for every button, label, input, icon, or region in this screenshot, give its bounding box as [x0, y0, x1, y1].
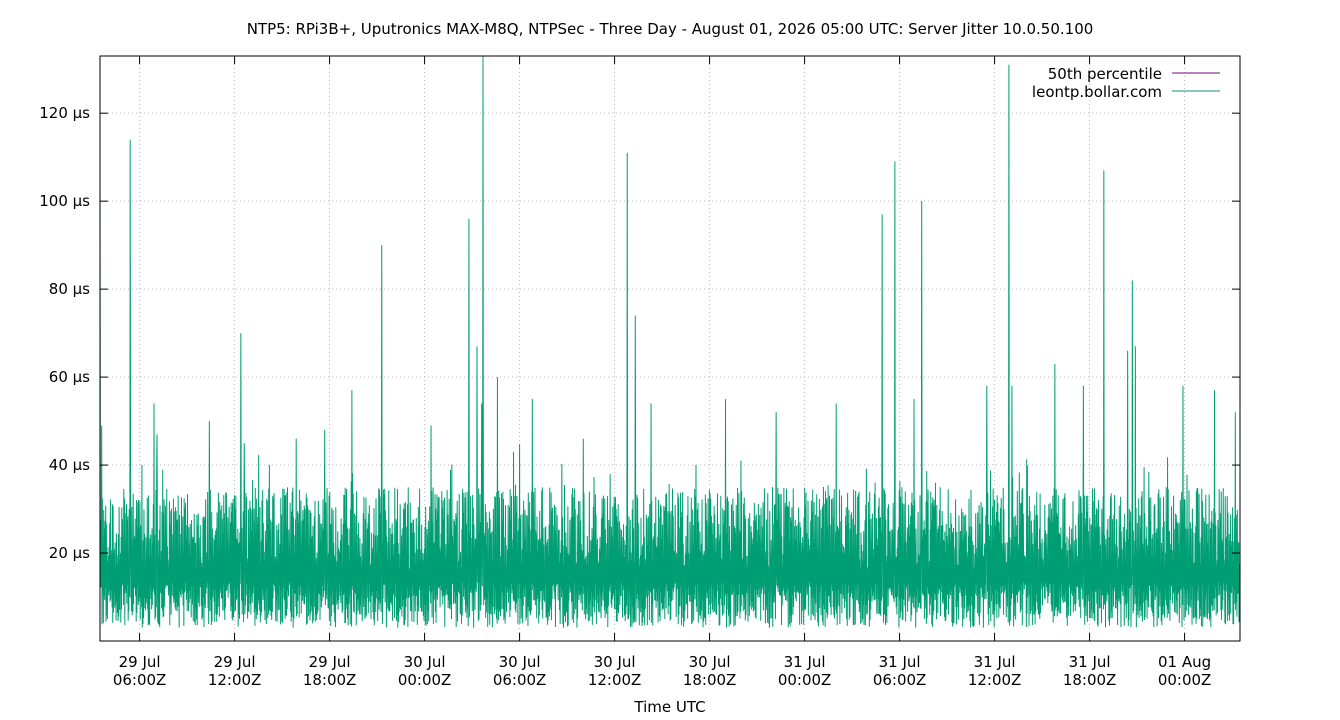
x-tick-label-time: 00:00Z — [1158, 671, 1212, 689]
legend-label-leontp: leontp.bollar.com — [1032, 83, 1162, 101]
x-tick-label-date: 31 Jul — [974, 653, 1016, 671]
x-tick-label-time: 18:00Z — [683, 671, 737, 689]
x-tick-label-date: 30 Jul — [594, 653, 636, 671]
legend: 50th percentile leontp.bollar.com — [1032, 65, 1220, 101]
y-axis: 20 µs 40 µs 60 µs 80 µs 100 µs 120 µs — [39, 104, 1240, 562]
x-axis-label: Time UTC — [633, 698, 705, 716]
x-tick-label-date: 30 Jul — [689, 653, 731, 671]
x-tick-label-date: 29 Jul — [119, 653, 161, 671]
x-tick-label-time: 00:00Z — [778, 671, 832, 689]
x-tick-label-time: 18:00Z — [303, 671, 357, 689]
x-tick-label-time: 12:00Z — [588, 671, 642, 689]
x-tick-label-date: 30 Jul — [404, 653, 446, 671]
legend-label-50th-percentile: 50th percentile — [1048, 65, 1162, 83]
x-tick-label-date: 31 Jul — [1069, 653, 1111, 671]
x-tick-label-time: 06:00Z — [113, 671, 167, 689]
y-tick-label: 40 µs — [49, 456, 90, 474]
gridlines — [100, 56, 1240, 641]
x-tick-label-time: 06:00Z — [493, 671, 547, 689]
y-tick-label: 80 µs — [49, 280, 90, 298]
x-tick-label-time: 06:00Z — [873, 671, 927, 689]
y-tick-label: 20 µs — [49, 544, 90, 562]
x-tick-label-time: 00:00Z — [398, 671, 452, 689]
x-tick-label-time: 12:00Z — [968, 671, 1022, 689]
x-tick-label-date: 30 Jul — [499, 653, 541, 671]
x-tick-label-time: 12:00Z — [208, 671, 262, 689]
x-tick-label-date: 29 Jul — [309, 653, 351, 671]
x-tick-label-date: 01 Aug — [1158, 653, 1211, 671]
plot-frame — [99, 55, 1241, 642]
series-area — [99, 55, 1241, 628]
x-tick-label-date: 31 Jul — [879, 653, 921, 671]
x-tick-label-date: 31 Jul — [784, 653, 826, 671]
y-tick-label: 100 µs — [39, 192, 90, 210]
x-tick-label-date: 29 Jul — [214, 653, 256, 671]
y-tick-label: 120 µs — [39, 104, 90, 122]
chart-title: NTP5: RPi3B+, Uputronics MAX-M8Q, NTPSec… — [247, 20, 1094, 38]
x-tick-label-time: 18:00Z — [1063, 671, 1117, 689]
y-tick-label: 60 µs — [49, 368, 90, 386]
series-line-leontp — [99, 55, 1241, 628]
